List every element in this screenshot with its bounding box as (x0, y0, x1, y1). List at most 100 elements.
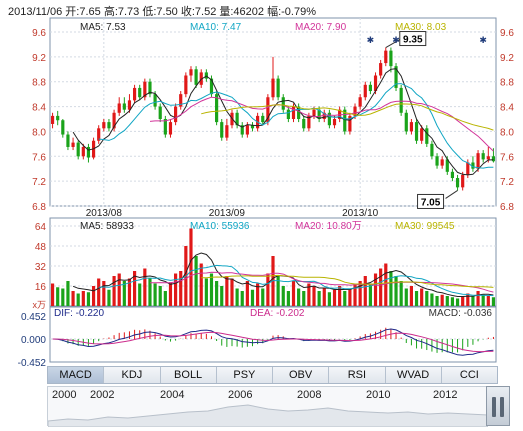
candle-body (486, 156, 490, 160)
candle-body (76, 142, 80, 157)
high-pointer (385, 39, 401, 48)
candle-body (250, 125, 255, 129)
candle-body (112, 112, 116, 129)
navigator-drag-handle[interactable] (486, 386, 510, 426)
volume-bar (394, 276, 398, 306)
candle-body (332, 119, 337, 126)
candle-body (117, 103, 121, 113)
y-tick-label: 0.000 (21, 335, 46, 346)
candle-body (353, 106, 357, 116)
candle-body (476, 153, 480, 169)
volume-bar (481, 294, 485, 306)
y-tick-label: 0.452 (21, 312, 46, 323)
volume-bar (97, 278, 101, 306)
candle-body (189, 69, 193, 76)
y-tick-label: 64 (35, 222, 47, 233)
y-tick-label-left: 7.2 (32, 177, 46, 188)
candle-body (491, 156, 496, 162)
volume-bar (358, 281, 362, 306)
candle-body (163, 119, 167, 135)
volume-bar (215, 281, 219, 306)
candle-body (261, 115, 265, 123)
y-tick-label-right: 7.2 (500, 177, 514, 188)
low-pointer (445, 190, 458, 199)
volume-bar (107, 289, 111, 306)
y-tick-label-left: 7.6 (32, 152, 46, 163)
legend-ma30: MA30: 99545 (395, 221, 455, 232)
candle-body (122, 103, 126, 110)
indicator-tabs: MACD KDJ BOLL PSY OBV RSI WVAD CCI (47, 366, 498, 384)
volume-ma10-line (98, 264, 494, 297)
volume-bar (445, 296, 449, 306)
volume-bar (86, 292, 91, 306)
volume-bar (491, 297, 496, 306)
volume-bar (425, 291, 429, 306)
y-tick-label-left: 9.6 (32, 28, 46, 39)
timeline-navigator[interactable]: 2000 2002 2004 2006 2008 2010 2012 (47, 386, 488, 427)
nav-year: 2008 (297, 389, 322, 401)
volume-bar (235, 288, 239, 306)
legend-dea: DEA: -0.202 (250, 308, 305, 319)
candle-body (266, 97, 270, 123)
y-tick-label: 32 (35, 262, 47, 273)
tab-rsi[interactable]: RSI (329, 367, 386, 383)
volume-bar (50, 283, 55, 306)
y-tick-label-right: 6.8 (500, 202, 514, 213)
tab-boll[interactable]: BOLL (161, 367, 217, 383)
volume-bar (455, 298, 460, 306)
candle-body (399, 87, 403, 113)
volume-bar (138, 283, 142, 306)
dif-line (52, 328, 494, 356)
volume-bar (122, 281, 126, 306)
volume-bar (71, 291, 75, 306)
candle-body (466, 162, 470, 175)
nav-year: 2006 (228, 389, 253, 401)
tab-psy[interactable]: PSY (217, 367, 273, 383)
volume-bar (466, 293, 470, 306)
candle-body (61, 120, 65, 135)
tab-obv[interactable]: OBV (273, 367, 330, 383)
volume-bar (363, 276, 367, 306)
volume-bar (348, 288, 352, 306)
y-tick-label-right: 8.8 (500, 78, 514, 89)
y-tick-label-right: 8.0 (500, 127, 514, 138)
y-tick-label-left: 8.4 (32, 103, 46, 114)
x-tick-label: 2013/10 (342, 208, 379, 219)
nav-year: 2012 (433, 389, 458, 401)
volume-bar (127, 278, 132, 306)
volume-bar (420, 288, 424, 306)
volume-bar (353, 283, 357, 306)
volume-bar (332, 289, 337, 306)
tab-wvad[interactable]: WVAD (386, 367, 442, 383)
volume-bar (225, 276, 229, 306)
tab-cci[interactable]: CCI (459, 369, 479, 381)
candle-body (220, 122, 224, 138)
candle-body (343, 109, 347, 132)
tab-macd[interactable]: MACD (48, 367, 105, 383)
volume-bar (153, 283, 157, 306)
candle-body (389, 50, 393, 67)
volume-bar (56, 287, 60, 306)
x-tick-label: 2013/09 (209, 208, 246, 219)
y-tick-label-right: 7.6 (500, 152, 514, 163)
volume-bar (461, 296, 465, 306)
candle-body (409, 122, 414, 132)
stock-chart: 9.6 9.6 9.2 9.2 8.8 8.8 8.4 8.4 8.0 8.0 7.6 7.6 7.2 7… (18, 17, 514, 366)
volume-bar (168, 282, 173, 306)
legend-dif: DIF: -0.220 (54, 308, 104, 319)
dea-line (52, 331, 494, 353)
volume-bar (189, 228, 193, 306)
volume-bar (471, 296, 475, 306)
candle-body (450, 171, 455, 179)
tab-kdj[interactable]: KDJ (104, 367, 161, 383)
ma20-line (149, 96, 494, 152)
candle-body (445, 159, 449, 172)
candle-body (56, 115, 60, 121)
candle-body (102, 122, 106, 129)
volume-bar (327, 292, 331, 306)
volume-bar (414, 291, 419, 306)
volume-bar (143, 268, 147, 306)
candle-body (327, 112, 331, 126)
volume-bar (245, 281, 249, 306)
candle-body (384, 50, 388, 64)
